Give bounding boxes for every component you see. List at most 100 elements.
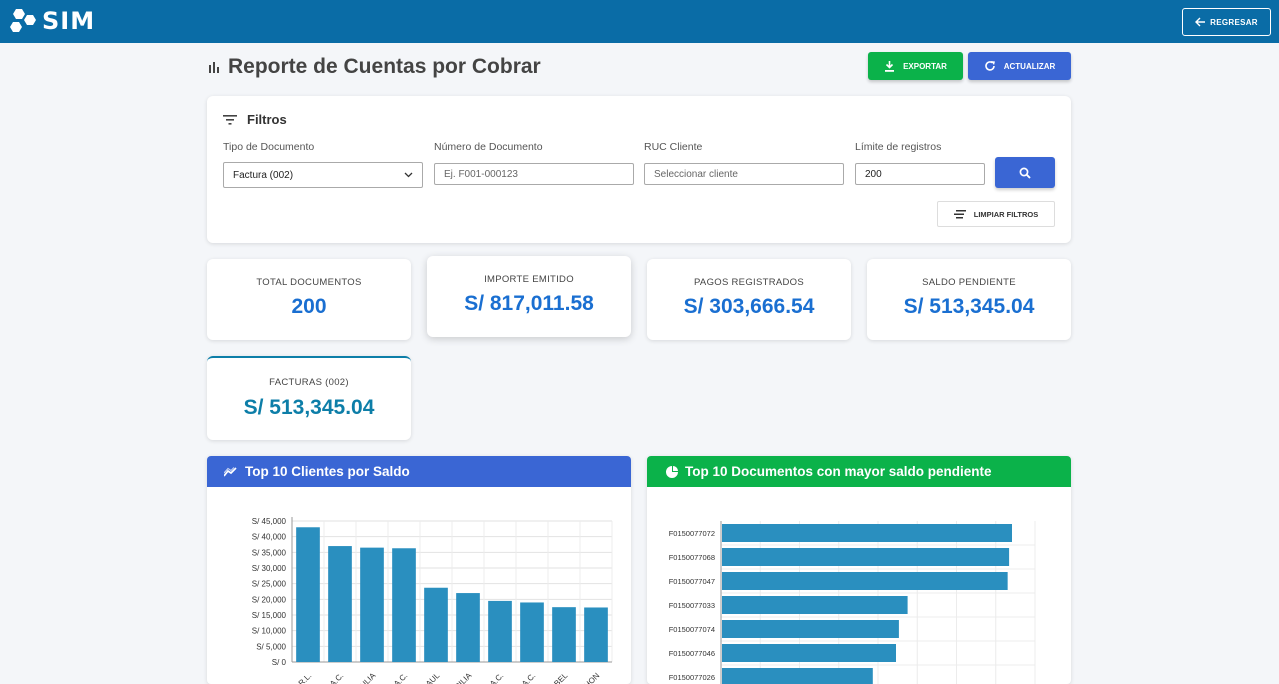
bar — [424, 587, 448, 662]
arrow-left-icon — [1195, 17, 1206, 27]
x-tick-label: ...A.C. — [515, 671, 537, 684]
bar — [722, 620, 899, 638]
clear-filters-button[interactable]: LIMPIAR FILTROS — [937, 201, 1055, 227]
bar — [296, 527, 320, 662]
bar — [722, 548, 1010, 566]
bar — [552, 607, 576, 662]
bar — [456, 593, 480, 662]
ruc-client-input[interactable]: Seleccionar cliente — [644, 163, 844, 185]
bar — [328, 546, 352, 662]
search-button[interactable] — [995, 157, 1055, 188]
clear-filters-label: LIMPIAR FILTROS — [973, 209, 1039, 219]
filters-panel: Filtros Tipo de Documento Factura (002) … — [207, 96, 1071, 243]
bar — [722, 524, 1012, 542]
doc-number-label: Número de Documento — [434, 141, 543, 153]
horizontal-bar-chart: F0150077072 F0150077068 F0150077047 F015007… — [669, 521, 1036, 684]
stat-value: S/ 513,345.04 — [243, 396, 375, 419]
x-tick-label: ...ABEL — [544, 671, 570, 684]
y-tick-label: S/ 45,000 — [252, 517, 287, 526]
stat-card-pending-balance: SALDO PENDIENTE S/ 513,345.04 — [867, 259, 1071, 340]
y-tick-label: F0150077074 — [669, 625, 715, 634]
clear-filter-icon — [953, 209, 966, 218]
y-tick-label: S/ 40,000 — [252, 533, 287, 542]
chart-title: Top 10 Documentos con mayor saldo pendie… — [685, 464, 992, 479]
search-icon — [1019, 167, 1031, 179]
x-tick-label: ...SAUL — [416, 671, 442, 684]
limit-input[interactable]: 200 — [855, 163, 985, 185]
refresh-button[interactable]: ACTUALIZAR — [968, 52, 1071, 80]
stat-label: IMPORTE EMITIDO — [484, 274, 574, 285]
stat-card-issued-amount: IMPORTE EMITIDO S/ 817,011.58 — [427, 256, 631, 337]
chart-header: Top 10 Clientes por Saldo — [207, 456, 631, 487]
bar — [520, 602, 544, 662]
doc-type-label: Tipo de Documento — [223, 141, 315, 153]
chevron-down-icon — [404, 172, 413, 178]
x-tick-label: ...A.C. — [483, 671, 505, 684]
doc-type-value: Factura (002) — [233, 169, 294, 181]
stat-card-payments: PAGOS REGISTRADOS S/ 303,666.54 — [647, 259, 851, 340]
chart-header: Top 10 Documentos con mayor saldo pendie… — [647, 456, 1071, 487]
download-icon — [885, 60, 895, 72]
trending-icon — [224, 466, 237, 477]
back-button-label: REGRESAR — [1210, 17, 1258, 27]
stat-value: S/ 303,666.54 — [683, 295, 815, 318]
doc-type-select[interactable]: Factura (002) — [223, 162, 423, 188]
filter-icon — [223, 114, 237, 125]
ruc-label: RUC Cliente — [644, 141, 703, 153]
y-tick-label: S/ 20,000 — [252, 595, 287, 604]
stat-card-invoices[interactable]: FACTURAS (002) S/ 513,345.04 — [207, 356, 411, 440]
limit-label: Límite de registros — [855, 141, 942, 153]
stat-label: PAGOS REGISTRADOS — [694, 277, 804, 288]
stat-label: TOTAL DOCUMENTOS — [256, 277, 362, 288]
export-button-label: EXPORTAR — [903, 61, 947, 71]
filters-title: Filtros — [223, 112, 287, 127]
y-tick-label: S/ 15,000 — [252, 611, 287, 620]
bar — [722, 668, 873, 684]
x-tick-label: ...A.C. — [323, 671, 345, 684]
y-tick-label: F0150077026 — [669, 673, 715, 682]
export-button[interactable]: EXPORTAR — [868, 52, 963, 80]
y-tick-label: S/ 5,000 — [256, 642, 286, 651]
x-tick-label: ...A.C. — [387, 671, 409, 684]
page-title: Reporte de Cuentas por Cobrar — [208, 55, 541, 79]
stat-value: S/ 513,345.04 — [903, 295, 1035, 318]
y-tick-label: S/ 35,000 — [252, 548, 287, 557]
y-tick-label: S/ 10,000 — [252, 627, 287, 636]
bar-chart-icon — [209, 61, 219, 73]
x-tick-label: ...JULIA — [351, 671, 378, 684]
refresh-icon — [984, 61, 995, 71]
bar — [360, 547, 384, 662]
page-title-text: Reporte de Cuentas por Cobrar — [228, 55, 541, 78]
app-logo[interactable]: SIM — [8, 7, 95, 35]
bar — [488, 600, 512, 662]
bar — [722, 596, 908, 614]
top-bar: SIM REGRESAR — [0, 0, 1279, 43]
doc-number-input[interactable]: Ej. F001-000123 — [434, 163, 634, 185]
x-tick-label: ...R.L. — [292, 671, 313, 684]
y-tick-label: S/ 30,000 — [252, 564, 287, 573]
y-tick-label: F0150077047 — [669, 577, 715, 586]
x-tick-label: ...JHON — [575, 671, 602, 684]
y-tick-label: S/ 25,000 — [252, 580, 287, 589]
stat-label: FACTURAS (002) — [269, 377, 349, 388]
hexagon-logo-icon — [10, 9, 36, 32]
refresh-button-label: ACTUALIZAR — [1003, 61, 1056, 71]
y-tick-label: F0150077046 — [669, 649, 715, 658]
pie-chart-icon — [666, 465, 678, 478]
y-tick-label: F0150077033 — [669, 601, 715, 610]
stat-card-total-documents: TOTAL DOCUMENTOS 200 — [207, 259, 411, 340]
stat-value: S/ 817,011.58 — [464, 292, 594, 315]
y-tick-label: S/ 0 — [272, 658, 287, 667]
bar — [584, 607, 608, 662]
filters-title-text: Filtros — [247, 112, 287, 127]
stat-value: 200 — [291, 295, 327, 318]
logo-text: SIM — [42, 7, 96, 35]
bar-chart: S/ 0 S/ 5,000 S/ 10,000 S/ 15,000 S/ 20,000 S… — [252, 517, 613, 684]
bar — [722, 644, 896, 662]
back-button[interactable]: REGRESAR — [1182, 8, 1271, 36]
y-tick-label: F0150077068 — [669, 553, 715, 562]
top-clients-chart-card: Top 10 Clientes por Saldo S/ 0 S/ 5,000 S/… — [207, 456, 631, 684]
chart-title: Top 10 Clientes por Saldo — [245, 464, 410, 479]
x-tick-label: ...CILIA — [448, 671, 474, 684]
bar — [722, 572, 1008, 590]
